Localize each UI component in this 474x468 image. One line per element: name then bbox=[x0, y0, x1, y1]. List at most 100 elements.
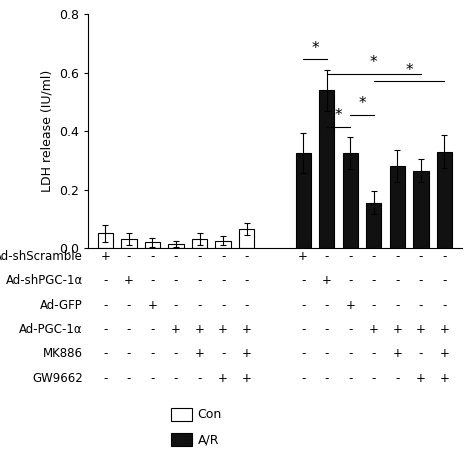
Text: +: + bbox=[439, 372, 449, 385]
Text: -: - bbox=[174, 274, 178, 287]
Text: +: + bbox=[392, 323, 402, 336]
Text: Ad-GFP: Ad-GFP bbox=[40, 299, 83, 312]
Text: -: - bbox=[103, 299, 108, 312]
Bar bbox=[413, 170, 428, 248]
Text: -: - bbox=[103, 274, 108, 287]
Text: +: + bbox=[218, 372, 228, 385]
Text: -: - bbox=[419, 299, 423, 312]
Text: -: - bbox=[174, 299, 178, 312]
Text: -: - bbox=[127, 299, 131, 312]
Bar bbox=[216, 241, 231, 248]
Text: -: - bbox=[372, 274, 376, 287]
Text: +: + bbox=[100, 250, 110, 263]
Text: -: - bbox=[150, 323, 155, 336]
Text: -: - bbox=[197, 274, 202, 287]
Text: MK886: MK886 bbox=[43, 347, 83, 360]
Text: -: - bbox=[372, 299, 376, 312]
Text: -: - bbox=[150, 347, 155, 360]
Text: -: - bbox=[442, 250, 447, 263]
Text: -: - bbox=[301, 347, 305, 360]
Text: -: - bbox=[325, 347, 329, 360]
Text: +: + bbox=[195, 347, 204, 360]
Text: +: + bbox=[298, 250, 308, 263]
Y-axis label: LDH release (IU/ml): LDH release (IU/ml) bbox=[40, 70, 53, 192]
Text: -: - bbox=[174, 250, 178, 263]
Text: -: - bbox=[348, 372, 353, 385]
Text: -: - bbox=[419, 274, 423, 287]
Text: -: - bbox=[372, 372, 376, 385]
Text: Ad-PGC-1α: Ad-PGC-1α bbox=[19, 323, 83, 336]
Text: -: - bbox=[442, 299, 447, 312]
Text: -: - bbox=[174, 372, 178, 385]
Text: +: + bbox=[124, 274, 134, 287]
Text: +: + bbox=[195, 323, 204, 336]
Bar bbox=[239, 229, 255, 248]
Text: -: - bbox=[197, 299, 202, 312]
Text: -: - bbox=[325, 323, 329, 336]
Text: -: - bbox=[395, 299, 400, 312]
Text: -: - bbox=[103, 347, 108, 360]
Text: Ad-shPGC-1α: Ad-shPGC-1α bbox=[6, 274, 83, 287]
Text: GW9662: GW9662 bbox=[32, 372, 83, 385]
Text: -: - bbox=[372, 250, 376, 263]
Text: -: - bbox=[221, 250, 225, 263]
Text: -: - bbox=[348, 250, 353, 263]
Text: -: - bbox=[395, 274, 400, 287]
Bar bbox=[437, 152, 452, 248]
Text: -: - bbox=[245, 250, 249, 263]
Text: +: + bbox=[346, 299, 355, 312]
Text: -: - bbox=[419, 347, 423, 360]
Text: +: + bbox=[439, 347, 449, 360]
Text: -: - bbox=[395, 372, 400, 385]
Text: -: - bbox=[301, 323, 305, 336]
Bar bbox=[192, 239, 207, 248]
Text: *: * bbox=[358, 96, 366, 111]
Text: -: - bbox=[348, 274, 353, 287]
Text: -: - bbox=[372, 347, 376, 360]
Bar bbox=[295, 153, 311, 248]
Text: -: - bbox=[197, 250, 202, 263]
Text: -: - bbox=[150, 372, 155, 385]
Text: +: + bbox=[171, 323, 181, 336]
Text: +: + bbox=[416, 372, 426, 385]
Text: -: - bbox=[103, 372, 108, 385]
Text: +: + bbox=[147, 299, 157, 312]
Bar bbox=[366, 203, 382, 248]
Text: -: - bbox=[221, 347, 225, 360]
Text: -: - bbox=[127, 323, 131, 336]
Text: *: * bbox=[311, 41, 319, 56]
Text: *: * bbox=[405, 63, 413, 78]
Text: -: - bbox=[325, 299, 329, 312]
Text: +: + bbox=[392, 347, 402, 360]
Text: +: + bbox=[322, 274, 332, 287]
Text: -: - bbox=[301, 274, 305, 287]
Text: -: - bbox=[127, 250, 131, 263]
Text: -: - bbox=[221, 299, 225, 312]
Text: -: - bbox=[150, 250, 155, 263]
Text: -: - bbox=[325, 250, 329, 263]
Bar bbox=[168, 244, 183, 248]
Bar bbox=[319, 90, 334, 248]
Text: -: - bbox=[395, 250, 400, 263]
Bar bbox=[121, 239, 137, 248]
Bar bbox=[390, 166, 405, 248]
Text: *: * bbox=[335, 108, 342, 123]
Text: -: - bbox=[197, 372, 202, 385]
Text: +: + bbox=[242, 347, 252, 360]
Text: -: - bbox=[221, 274, 225, 287]
Text: -: - bbox=[127, 372, 131, 385]
Text: +: + bbox=[369, 323, 379, 336]
Text: -: - bbox=[127, 347, 131, 360]
Text: -: - bbox=[245, 274, 249, 287]
Text: +: + bbox=[242, 372, 252, 385]
Bar bbox=[343, 153, 358, 248]
Text: +: + bbox=[416, 323, 426, 336]
Text: -: - bbox=[301, 299, 305, 312]
Text: -: - bbox=[301, 372, 305, 385]
Text: -: - bbox=[348, 347, 353, 360]
Text: -: - bbox=[150, 274, 155, 287]
Text: +: + bbox=[218, 323, 228, 336]
Text: A/R: A/R bbox=[198, 433, 219, 446]
Text: -: - bbox=[442, 274, 447, 287]
Text: Ad-shScramble: Ad-shScramble bbox=[0, 250, 83, 263]
